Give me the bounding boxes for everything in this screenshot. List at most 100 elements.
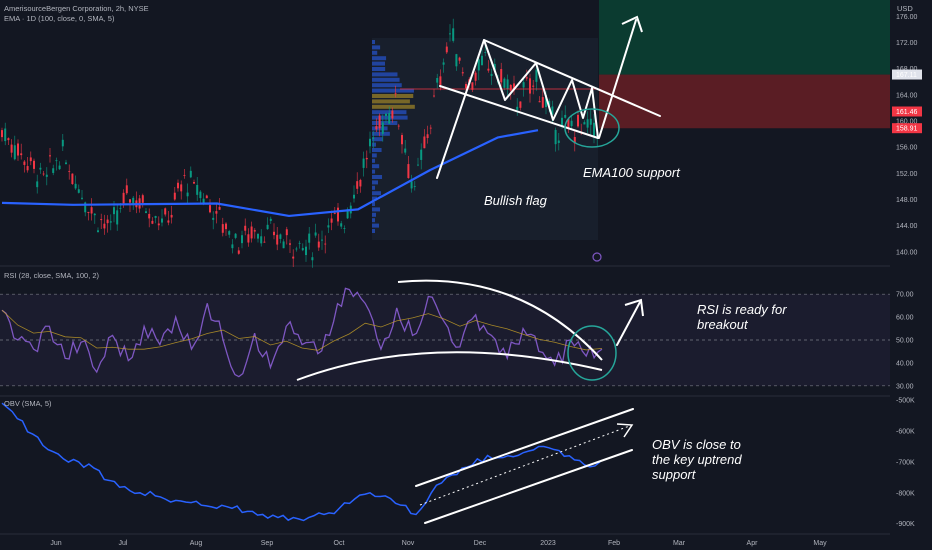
candle-body <box>506 79 509 90</box>
candle-body <box>298 242 301 244</box>
candle-body <box>180 184 183 192</box>
price-tag <box>892 123 922 134</box>
time-axis-bg <box>0 535 932 550</box>
volume-profile-bar <box>372 191 382 196</box>
obv-pane[interactable] <box>1 402 601 522</box>
candle-body <box>449 33 451 35</box>
candle-body <box>129 199 131 203</box>
price-tick-label: 172.00 <box>896 40 918 47</box>
obv-indicator-title: OBV (SMA, 5) <box>4 399 52 408</box>
volume-profile-bar <box>372 77 400 82</box>
candle-body <box>269 218 272 221</box>
candle-body <box>324 243 327 245</box>
candle-body <box>276 234 279 245</box>
volume-profile-bar <box>372 207 380 212</box>
volume-profile-bar <box>372 56 387 61</box>
candle-body <box>375 126 378 130</box>
candle-body <box>77 189 80 193</box>
candle-body <box>529 78 531 94</box>
obv-channel-upper <box>415 408 634 487</box>
candle-body <box>461 72 464 74</box>
candle-body <box>1 130 3 138</box>
candle-body <box>244 225 247 231</box>
candle-body <box>23 161 26 165</box>
candle-body <box>189 170 192 178</box>
volume-profile-area <box>372 38 598 240</box>
candle-body <box>234 233 237 238</box>
candle-body <box>301 248 304 251</box>
candle-body <box>433 95 435 97</box>
candle-body <box>84 202 87 213</box>
candle-body <box>381 122 384 134</box>
candle-body <box>237 250 240 254</box>
volume-profile-bar <box>372 229 375 233</box>
volume-profile-bar <box>372 88 414 93</box>
candle-body <box>209 205 211 213</box>
candle-body <box>327 225 330 228</box>
candle-body <box>445 46 448 53</box>
candle-body <box>205 195 208 199</box>
candle-body <box>68 170 71 172</box>
candle-body <box>212 217 215 220</box>
price-tick-label: 156.00 <box>896 145 918 152</box>
candle-body <box>167 220 170 223</box>
rsi-breakout-annotation: RSI is ready for breakout <box>697 302 787 332</box>
breakout-arrow <box>598 19 637 139</box>
candle-body <box>308 233 311 243</box>
price-tick-label: 152.00 <box>896 171 918 178</box>
candle-body <box>257 233 259 239</box>
candle-body <box>516 106 519 110</box>
analysis-drawings[interactable] <box>296 15 661 524</box>
rsi-lower-arc <box>296 351 603 381</box>
candle-body <box>532 85 535 87</box>
volume-profile-bar <box>372 40 375 44</box>
candle-body <box>545 94 547 108</box>
candle-body <box>141 195 144 203</box>
candle-body <box>36 181 39 188</box>
candle-body <box>356 181 359 189</box>
candle-body <box>228 231 231 235</box>
volume-profile-bar <box>372 45 381 50</box>
candle-body <box>548 101 551 106</box>
candle-body <box>394 93 397 95</box>
target-zone <box>599 0 890 75</box>
candle-body <box>61 139 64 147</box>
price-tag-label: 167.11 <box>896 72 917 79</box>
candle-body <box>589 118 592 125</box>
ema-support-circle <box>564 108 620 148</box>
candle-body <box>551 106 554 115</box>
candle-body <box>365 157 368 160</box>
rsi-pane[interactable] <box>1 287 603 378</box>
candle-body <box>522 82 525 88</box>
volume-profile-bar <box>372 67 386 71</box>
candle-body <box>311 257 314 261</box>
candle-body <box>401 135 403 145</box>
candle-body <box>250 226 253 239</box>
candle-body <box>29 157 32 162</box>
obv-tick-label: -500K <box>896 398 915 405</box>
rsi-indicator-title: RSI (28, close, SMA, 100, 2) <box>4 271 100 280</box>
candle-body <box>154 215 157 218</box>
flag-lower-line <box>439 85 599 139</box>
rsi-breakout-circle <box>567 325 617 381</box>
time-tick-label: Oct <box>334 540 345 547</box>
candle-body <box>353 194 355 199</box>
candle-body <box>413 186 416 187</box>
rsi-breakout-arrow <box>616 301 641 346</box>
volume-profile-bar <box>372 61 386 66</box>
time-tick-label: Feb <box>608 540 620 547</box>
candle-body <box>573 137 576 144</box>
candle-body <box>593 122 595 136</box>
candle-body <box>273 231 275 236</box>
rsi-upper-arc <box>397 279 603 361</box>
candle-body <box>49 155 51 157</box>
rsi-line <box>1 287 603 378</box>
candle-body <box>583 122 586 125</box>
candle-body <box>4 128 7 142</box>
rsi-tick-label: 30.00 <box>896 383 914 390</box>
time-tick-label: Aug <box>190 540 203 547</box>
candle-body <box>161 218 163 223</box>
candle-body <box>13 145 16 160</box>
candle-body <box>535 69 538 82</box>
